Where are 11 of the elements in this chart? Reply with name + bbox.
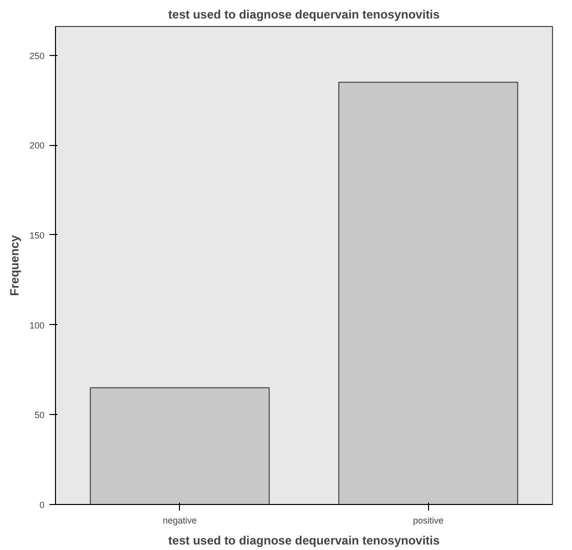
x-tick-label: negative [162,516,197,526]
y-tick-label: 0 [39,500,45,510]
chart-title: test used to diagnose dequervain tenosynovitis [168,8,440,22]
x-tick-label: positive [412,516,444,526]
y-axis-title: Frequency [7,234,22,296]
x-axis-title: test used to diagnose dequervain tenosynovitis [168,534,440,548]
y-tick-label: 150 [29,230,45,240]
y-tick-label: 100 [29,320,45,330]
y-tick-label: 200 [29,140,45,151]
y-tick-label: 50 [34,410,45,420]
y-tick-label: 250 [29,50,45,61]
